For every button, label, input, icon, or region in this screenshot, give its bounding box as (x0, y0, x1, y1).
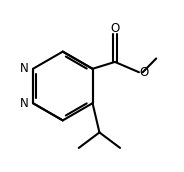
Text: N: N (20, 62, 29, 75)
Text: O: O (139, 66, 148, 79)
Text: O: O (110, 22, 120, 35)
Text: N: N (20, 97, 29, 110)
